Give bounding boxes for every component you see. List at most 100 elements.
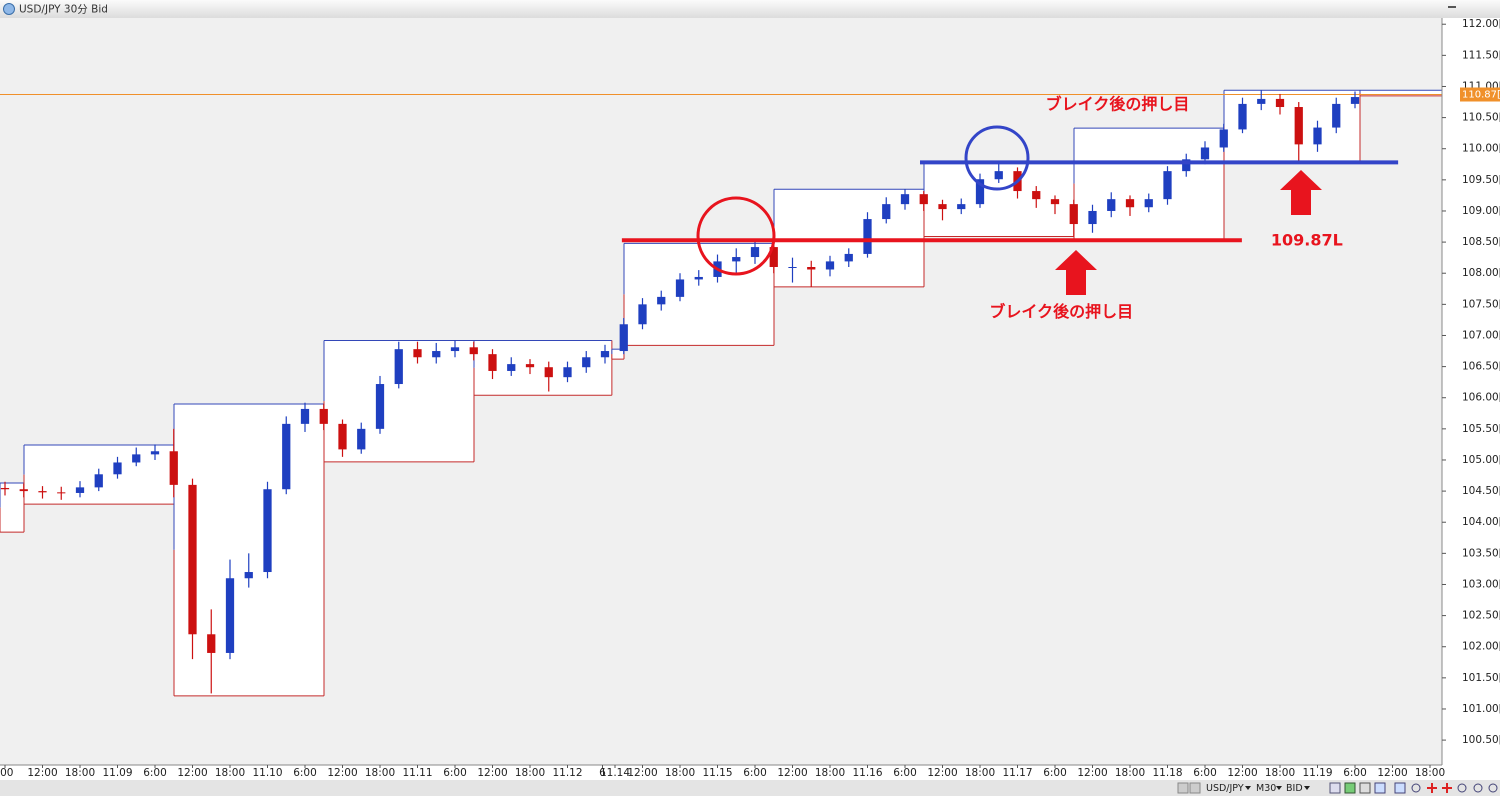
candle-body [807,267,816,270]
x-tick-label: 6:00 [443,767,467,779]
candle-body [450,347,460,352]
candle-body [1125,199,1135,208]
candle-body [525,364,535,368]
candle-body [732,257,741,262]
range-box [0,483,24,533]
x-tick-label: 11.11 [402,767,432,779]
symbol-select[interactable]: USD/JPY [1206,783,1244,794]
crosshair-icon[interactable] [1427,783,1437,793]
x-tick-label: 6:00 [293,767,317,779]
candle-body [263,489,272,573]
toolbar-icon[interactable] [1189,782,1201,794]
y-tick-label: 106.00[0 [1462,392,1500,404]
x-tick-label: 18:00 [965,767,995,779]
candle-body [432,351,441,358]
window-title: USD/JPY 30分 Bid [19,4,108,16]
x-tick-label: 6:00 [1343,767,1367,779]
highlight-circle [964,125,1030,191]
candle-body [1200,147,1210,160]
x-tick-label: 18:00 [1265,767,1295,779]
x-tick-label: 11.18 [1152,767,1182,779]
y-tick-label: 110.00[0 [1462,143,1500,155]
candle-body [638,304,647,325]
zoom-icon[interactable] [1473,783,1483,793]
minimize-button[interactable] [1448,6,1456,8]
candle-body [319,408,328,424]
candle-body [675,279,685,297]
dropdown-arrow [1304,786,1310,790]
x-tick-label: 12:00 [1077,767,1107,779]
candle-body [1294,107,1303,145]
candle-body [357,428,366,450]
candle-body [563,367,572,378]
dropdown-arrow [1245,786,1251,790]
candle-body [150,451,160,455]
candle-body [1219,129,1228,148]
candle-body [19,489,28,492]
candle-body [750,247,760,258]
axes: 112.00[0111.50[0111.00[0110.50[0110.00[0… [0,18,1500,779]
candle-body [1182,159,1191,172]
y-tick-label: 112.00[0 [1462,18,1500,30]
candle-body [94,474,103,488]
x-tick-label: 18:00 [215,767,245,779]
x-tick-label: 6:00 [143,767,167,779]
candle-body [169,451,178,485]
zoom-icon[interactable] [1411,783,1421,793]
candle-body [975,179,985,205]
x-tick-label: :00 [0,767,13,779]
candle-body [1050,199,1060,205]
candle-body [1144,199,1153,208]
candle-body [957,204,966,210]
zoom-icon[interactable] [1457,783,1467,793]
x-tick-label: 11.14 [600,767,630,779]
crosshair-icon[interactable] [1442,783,1452,793]
x-tick-label: 11.12 [552,767,582,779]
x-tick-label: 12:00 [327,767,357,779]
y-tick-label: 107.00[0 [1462,329,1500,341]
highlight-circle [696,196,776,276]
y-tick-label: 111.50[0 [1462,49,1500,61]
toolbar-icon[interactable] [1177,782,1189,794]
x-tick-label: 12:00 [927,767,957,779]
price-select[interactable]: BID [1286,783,1303,794]
x-tick-label: 12:00 [27,767,57,779]
annotation-text: 109.87L [1271,230,1343,249]
x-tick-label: 12:00 [627,767,657,779]
current-price-label: 110.87[1 [1462,90,1500,101]
x-tick-label: 11.16 [852,767,882,779]
candle-body [1107,199,1116,211]
candle-body [300,408,310,424]
candle-body [469,347,478,355]
toolbar-icon[interactable] [1374,782,1386,794]
x-tick-label: 12:00 [177,767,207,779]
candle-body [1350,97,1360,104]
candle-body [600,351,610,358]
candle-body [1275,98,1285,108]
range-box [624,243,774,346]
y-tick-label: 109.00[0 [1462,205,1500,217]
candle-body [788,267,797,268]
y-tick-label: 109.50[0 [1462,174,1500,186]
x-tick-label: 6:00 [893,767,917,779]
toolbar-icon[interactable] [1344,782,1356,794]
range-box [1074,128,1224,239]
toolbar-icon[interactable] [1394,782,1406,794]
y-tick-label: 102.50[0 [1462,610,1500,622]
candle-body [544,367,553,378]
candle-body [1313,127,1322,145]
toolbar-icon[interactable] [1329,782,1341,794]
candle-body [1332,103,1341,128]
toolbar-icon[interactable] [1359,782,1371,794]
zoom-icon[interactable] [1488,783,1498,793]
candle-body [188,484,197,635]
candle-body [507,364,516,371]
y-tick-label: 104.50[0 [1462,485,1500,497]
x-tick-label: 18:00 [515,767,545,779]
timeframe-select[interactable]: M30 [1256,783,1276,794]
candle-body [225,578,235,653]
candle-body [919,194,928,205]
candle-body [413,349,422,358]
range-box [1360,90,1442,96]
